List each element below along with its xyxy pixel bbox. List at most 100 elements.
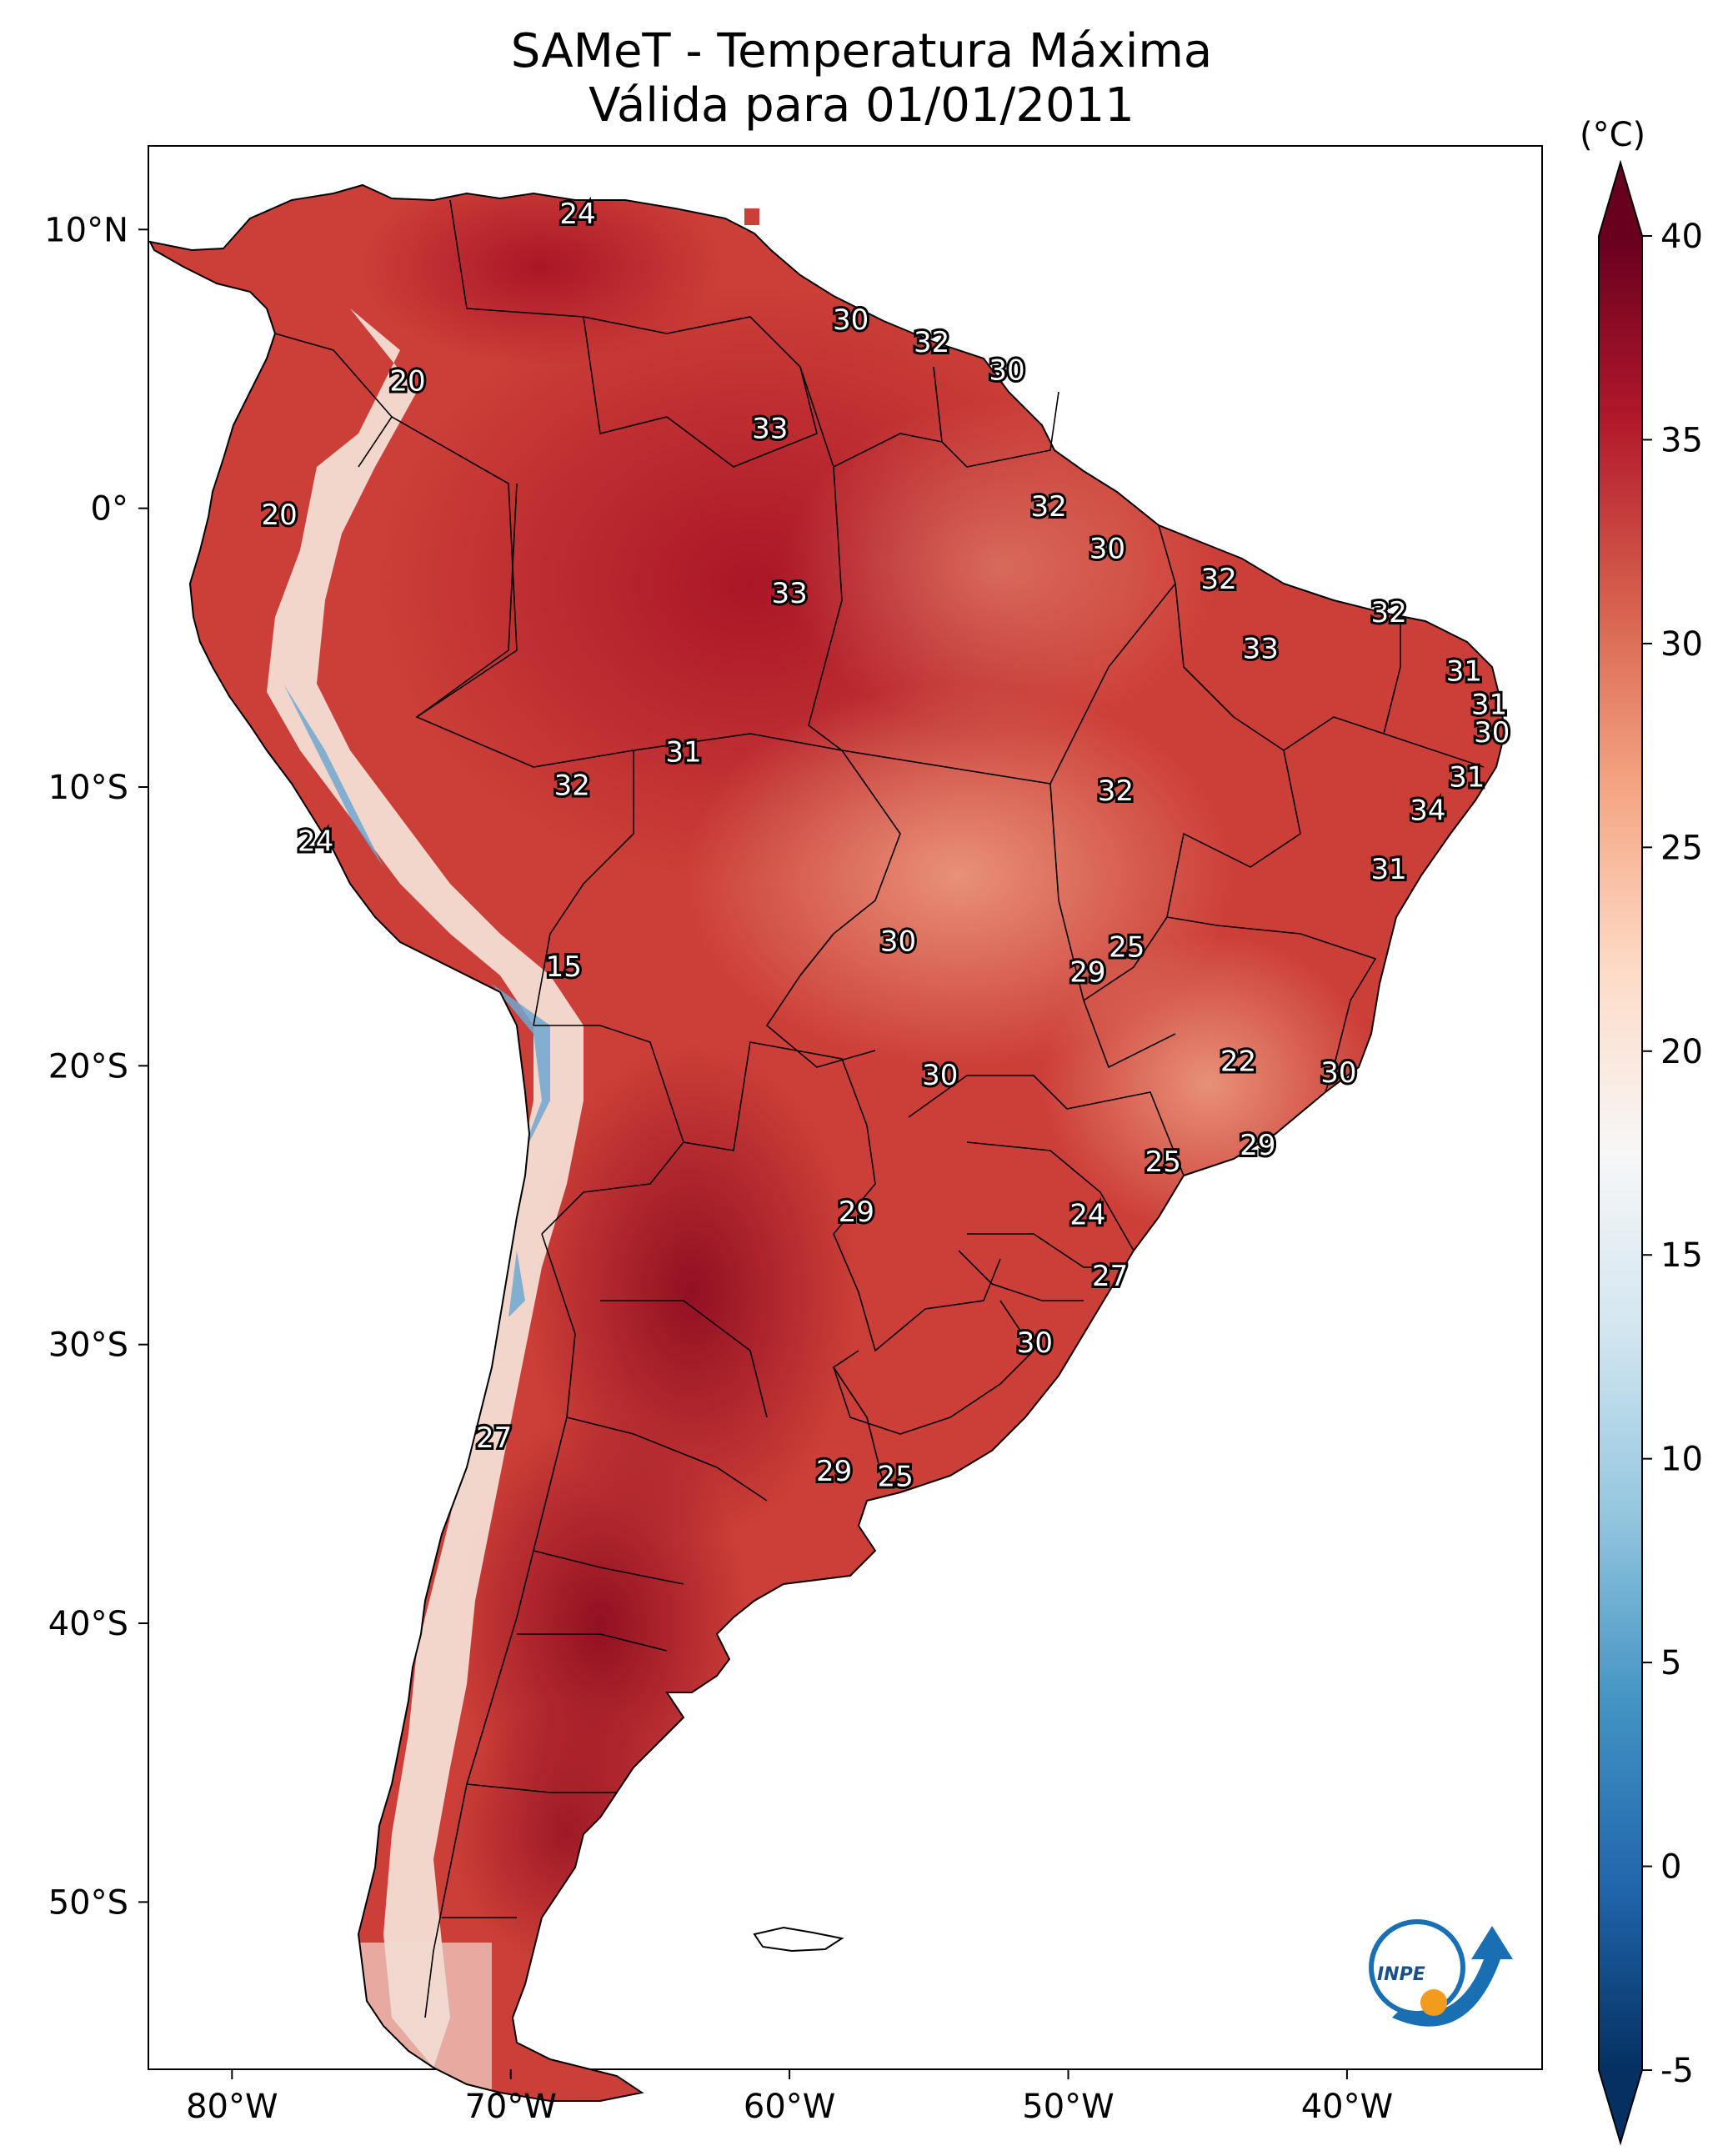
station-label: 29 xyxy=(1240,1129,1275,1162)
border-suriname xyxy=(941,391,1059,468)
logo-text: INPE xyxy=(1377,1964,1425,1985)
station-label: 30 xyxy=(1474,716,1510,750)
chart-subtitle: Válida para 01/01/2011 xyxy=(589,78,1134,133)
colorbar-tick-label: 5 xyxy=(1660,1644,1681,1682)
border-guyana xyxy=(799,366,943,469)
station-label: 30 xyxy=(1017,1326,1053,1360)
lon-tick-label: 80°W xyxy=(186,2088,278,2126)
border-venezuela xyxy=(449,199,818,468)
station-label: 22 xyxy=(1220,1045,1256,1079)
border-mato-grosso-sul xyxy=(908,1075,1185,1176)
station-label: 24 xyxy=(559,198,595,231)
colorbar-tick-label: -5 xyxy=(1660,2052,1694,2090)
station-label: 29 xyxy=(839,1196,874,1229)
colorbar-gradient-bar xyxy=(1599,236,1642,2070)
border-argentine-provinces-center xyxy=(566,1416,768,1502)
lon-tick-label: 60°W xyxy=(744,2088,835,2126)
border-brazil-argentina xyxy=(833,1233,1001,1352)
colorbar-extend-max xyxy=(1599,163,1642,236)
border-argentine-provinces-south xyxy=(533,1550,684,1585)
lat-tick-label: 10°S xyxy=(48,769,128,807)
border-brazil-peru xyxy=(415,483,751,768)
border-sao-paulo xyxy=(966,1141,1134,1251)
station-label: 30 xyxy=(833,303,869,337)
colorbar-tick-label: 20 xyxy=(1660,1033,1703,1071)
colorbar-tick-label: 25 xyxy=(1660,829,1703,867)
station-label: 25 xyxy=(1145,1146,1181,1179)
station-label: 25 xyxy=(878,1461,914,1494)
station-label: 27 xyxy=(1092,1260,1128,1293)
border-chubut xyxy=(466,1783,617,1793)
political-borders xyxy=(274,199,1485,2018)
inpe-logo: INPE xyxy=(1369,1919,1513,2027)
colorbar-tick-label: 30 xyxy=(1660,625,1703,664)
border-goias-bahia xyxy=(1083,916,1168,1001)
border-parana xyxy=(967,1233,1117,1268)
station-label: 27 xyxy=(476,1421,512,1455)
hot-zone-venezuela xyxy=(358,185,725,367)
border-amazonas-para xyxy=(808,466,843,751)
border-argentine-provinces-north xyxy=(600,1300,768,1418)
lat-tick-label: 40°S xyxy=(48,1605,128,1643)
colorbar: (°C) 40 35 30 25 20 15 10 5 0 -5 xyxy=(1580,116,1703,2146)
lat-tick-label: 20°S xyxy=(48,1047,128,1086)
colorbar-ticks: 40 35 30 25 20 15 10 5 0 -5 xyxy=(1642,218,1703,2090)
map-axes: 80°W 70°W 60°W 50°W 40°W 10°N 0° 10°S 20°S 30°S 40… xyxy=(44,211,1393,2126)
border-maranhao-tocantins xyxy=(1166,583,1301,918)
station-label: 20 xyxy=(389,365,425,399)
colorbar-unit: (°C) xyxy=(1580,116,1645,154)
colorbar-tick-label: 0 xyxy=(1660,1848,1681,1887)
border-chile-argentina xyxy=(424,1233,576,2018)
station-label: 30 xyxy=(880,925,916,959)
border-entre-rios xyxy=(833,1366,884,1485)
station-label: 31 xyxy=(665,735,701,769)
station-label: 33 xyxy=(1243,633,1279,666)
border-ceara xyxy=(1383,617,1401,735)
station-label: 31 xyxy=(1449,760,1485,794)
station-label: 30 xyxy=(989,353,1024,387)
border-rio-negro xyxy=(517,1633,668,1652)
station-label: 30 xyxy=(922,1059,958,1092)
logo-arrow-icon xyxy=(1392,1926,1513,2027)
chart-title: SAMeT - Temperatura Máxima xyxy=(510,24,1213,78)
station-label: 30 xyxy=(1089,532,1125,565)
station-label: 30 xyxy=(1320,1056,1356,1090)
lat-tick-label: 10°N xyxy=(44,211,128,249)
falkland-islands xyxy=(753,1926,844,1953)
station-label: 32 xyxy=(914,326,949,359)
colorbar-tick-label: 15 xyxy=(1660,1236,1703,1275)
lon-tick-label: 50°W xyxy=(1022,2088,1114,2126)
station-label: 31 xyxy=(1471,689,1507,722)
border-para-mato-grosso xyxy=(841,524,1176,785)
station-label: 32 xyxy=(1098,775,1134,808)
colorbar-tick-label: 35 xyxy=(1660,421,1703,459)
logo-orange-dot xyxy=(1420,1989,1447,2016)
station-label: 15 xyxy=(546,950,582,984)
colorbar-tick-label: 40 xyxy=(1660,218,1703,256)
station-label: 29 xyxy=(1069,956,1105,990)
station-label: 32 xyxy=(1370,596,1406,629)
andes-cool-band xyxy=(267,308,584,2068)
station-label: 24 xyxy=(298,825,333,858)
lon-tick-label: 70°W xyxy=(464,2088,556,2126)
border-paraguay xyxy=(533,1025,876,1235)
station-label: 31 xyxy=(1370,853,1406,886)
border-peru-bolivia xyxy=(533,750,634,1026)
border-argentina-chile-north xyxy=(541,1141,684,1235)
border-bahia-minas xyxy=(1166,916,1377,1093)
border-mato-grosso-south xyxy=(765,933,876,1068)
border-santa-catarina xyxy=(958,1250,1084,1301)
border-colombia-ecuador xyxy=(274,333,393,468)
station-label: 34 xyxy=(1410,795,1445,828)
station-label: 31 xyxy=(1446,654,1482,688)
lon-tick-label: 40°W xyxy=(1301,2088,1393,2126)
lat-tick-label: 50°S xyxy=(48,1883,128,1922)
lat-tick-label: 0° xyxy=(91,490,128,529)
coastline xyxy=(148,183,1506,2102)
trinidad-island xyxy=(744,208,759,225)
lat-tick-label: 30°S xyxy=(48,1326,128,1365)
station-label: 32 xyxy=(1030,490,1066,524)
colorbar-extend-min xyxy=(1599,2070,1642,2143)
